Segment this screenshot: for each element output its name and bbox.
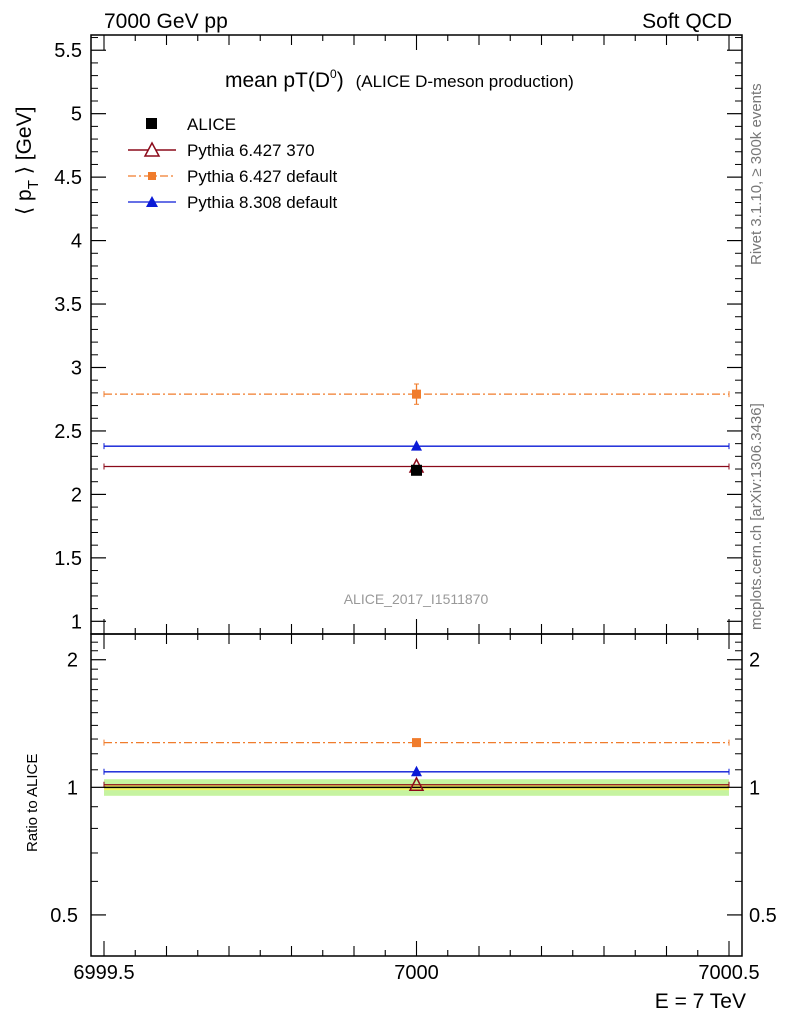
main-series-pythia-6-427-default-marker	[412, 389, 421, 399]
ratio-ytick-label-left-0-5: 0.5	[50, 905, 78, 927]
legend-marker-alice	[146, 118, 157, 129]
main-panel: 1 1.5 2 2.5 3 3.5 4 4.5 5 5.5 mean pT(D0) (ALICE …	[13, 34, 743, 635]
main-ytick-label-4: 4	[71, 231, 82, 253]
main-ytick-label-2: 2	[71, 484, 82, 506]
x-tick-label-7000-5: 7000.5	[698, 962, 759, 984]
main-ytick-label-1-5: 1.5	[54, 548, 82, 570]
ratio-panel: 0.5 0.5 1 1 2 2 6999.5 7000 7000.5 Ratio to ALI…	[24, 633, 777, 1013]
ratio-ytick-label-right-1: 1	[749, 777, 760, 799]
main-series-alice-marker	[411, 464, 422, 476]
legend-entry-pythia6-default: Pythia 6.427 default	[128, 167, 338, 186]
header-left: 7000 GeV pp	[104, 10, 228, 33]
legend-label-pythia8: Pythia 8.308 default	[187, 193, 338, 212]
ratio-ytick-label-left-2: 2	[67, 650, 78, 672]
ratio-ytick-label-right-2: 2	[749, 650, 760, 672]
ratio-series-pythia-6-427-370-marker	[408, 776, 425, 792]
legend-entry-pythia6-370: Pythia 6.427 370	[128, 141, 315, 160]
main-title: mean pT(D0) (ALICE D-meson production)	[225, 67, 574, 92]
legend-label-pythia6-default: Pythia 6.427 default	[187, 167, 338, 186]
mcplots-label: mcplots.cern.ch [arXiv:1306.3436]	[748, 403, 765, 630]
legend-entry-alice: ALICE	[146, 115, 236, 134]
main-ytick-label-5: 5	[71, 104, 82, 126]
analysis-watermark: ALICE_2017_I1511870	[344, 591, 489, 607]
x-tick-label-7000: 7000	[394, 962, 439, 984]
legend-entry-pythia8: Pythia 8.308 default	[128, 193, 338, 212]
header-right: Soft QCD	[642, 10, 732, 33]
ratio-ytick-label-left-1: 1	[67, 777, 78, 799]
main-ytick-label-4-5: 4.5	[54, 167, 82, 189]
ratio-series-pythia-6-427-default-marker	[412, 738, 421, 748]
main-series-pythia-8-308-default-marker	[411, 440, 422, 451]
main-ytick-label-3: 3	[71, 357, 82, 379]
ratio-ylabel: Ratio to ALICE	[24, 754, 41, 852]
legend-marker-pythia8	[146, 196, 158, 207]
main-ytick-label-5-5: 5.5	[54, 40, 82, 62]
main-ytick-label-2-5: 2.5	[54, 421, 82, 443]
legend-label-pythia6-370: Pythia 6.427 370	[187, 141, 315, 160]
ratio-series-pythia-8-308-default-marker	[411, 765, 422, 777]
x-tick-label-6999-5: 6999.5	[73, 962, 134, 984]
main-ytick-label-3-5: 3.5	[54, 294, 82, 316]
rivet-label: Rivet 3.1.10, ≥ 300k events	[748, 83, 765, 265]
legend-marker-pythia6-default	[148, 172, 156, 180]
main-ylabel: ⟨ pT ⟩ [GeV]	[13, 107, 42, 215]
x-axis-label: E = 7 TeV	[655, 990, 746, 1013]
legend: ALICE Pythia 6.427 370 Pythia 6.427 defa…	[128, 115, 338, 212]
main-ytick-label-1: 1	[71, 611, 82, 633]
legend-marker-pythia6-370	[143, 141, 161, 157]
ratio-ytick-label-right-0-5: 0.5	[749, 905, 777, 927]
legend-label-alice: ALICE	[187, 115, 236, 134]
